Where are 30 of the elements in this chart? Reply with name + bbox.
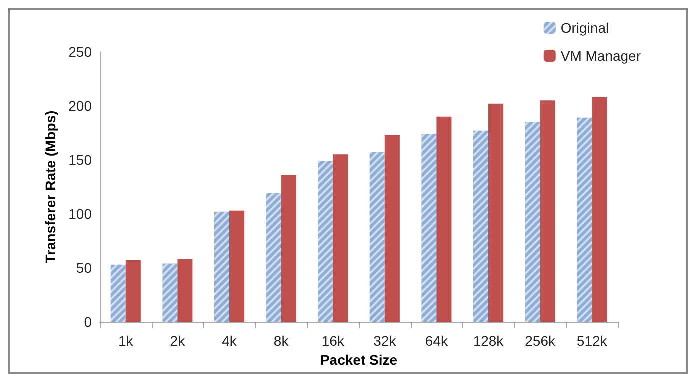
bar [178, 259, 193, 322]
x-tick-label: 64k [425, 333, 449, 350]
y-tick-label: 150 [68, 152, 92, 168]
bar [592, 97, 608, 322]
bar [281, 175, 296, 322]
y-tick-label: 0 [84, 314, 92, 330]
x-tick-label: 128k [473, 333, 505, 350]
x-axis-title: Packet Size [320, 352, 398, 368]
x-tick-label: 2k [170, 333, 186, 350]
y-tick-label: 250 [68, 44, 92, 60]
y-tick-label: 100 [68, 206, 92, 222]
x-tick-label: 512k [576, 333, 608, 350]
y-tick-label: 50 [76, 260, 92, 276]
legend-label: Original [560, 20, 610, 36]
bar [436, 116, 452, 322]
bar [230, 210, 245, 322]
bar [126, 260, 141, 322]
bar [333, 154, 348, 322]
y-axis-title: Transferer Rate (Mbps) [42, 110, 59, 264]
bar [488, 104, 504, 322]
y-tick-label: 200 [68, 98, 92, 114]
x-tick-label: 256k [525, 333, 556, 350]
x-tick-label: 32k [374, 333, 398, 350]
legend-label: VM Manager [560, 48, 642, 64]
bar [540, 100, 556, 322]
bar [384, 135, 400, 322]
x-tick-label: 4k [222, 333, 238, 350]
x-tick-label: 1k [118, 333, 134, 350]
x-tick-label: 16k [322, 333, 346, 350]
x-tick-label: 8k [274, 333, 290, 350]
